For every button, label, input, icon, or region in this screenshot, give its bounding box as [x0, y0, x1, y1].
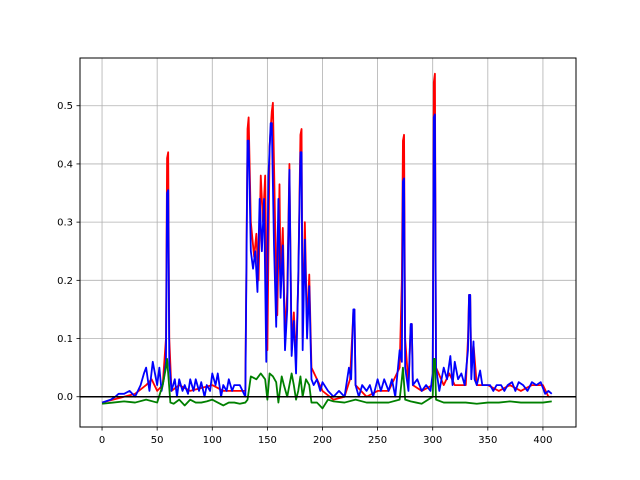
y-tick-label-1: 0.1 — [57, 334, 73, 345]
grid — [80, 58, 576, 427]
x-tick-label-3: 150 — [258, 435, 277, 446]
y-tick-label-0: 0.0 — [57, 392, 73, 403]
y-tick-label-3: 0.3 — [57, 218, 73, 229]
x-tick-label-0: 0 — [99, 435, 105, 446]
x-tick-label-5: 250 — [368, 435, 387, 446]
series-line-2 — [101, 358, 552, 410]
x-axis: 0 50 100 150 200 250 300 350 400 — [99, 427, 552, 446]
y-tick-label-5: 0.5 — [57, 101, 73, 112]
x-tick-label-7: 350 — [478, 435, 497, 446]
series-line-1 — [101, 113, 553, 404]
y-axis: 0.0 0.1 0.2 0.3 0.4 0.5 — [57, 101, 80, 403]
series-group — [101, 72, 553, 410]
x-tick-label-2: 100 — [203, 435, 222, 446]
x-tick-label-4: 200 — [313, 435, 332, 446]
y-tick-label-4: 0.4 — [57, 159, 73, 170]
x-tick-label-1: 50 — [151, 435, 164, 446]
plot-frame — [79, 57, 577, 428]
x-tick-label-6: 300 — [423, 435, 442, 446]
x-tick-label-8: 400 — [533, 435, 552, 446]
y-tick-label-2: 0.2 — [57, 276, 73, 287]
